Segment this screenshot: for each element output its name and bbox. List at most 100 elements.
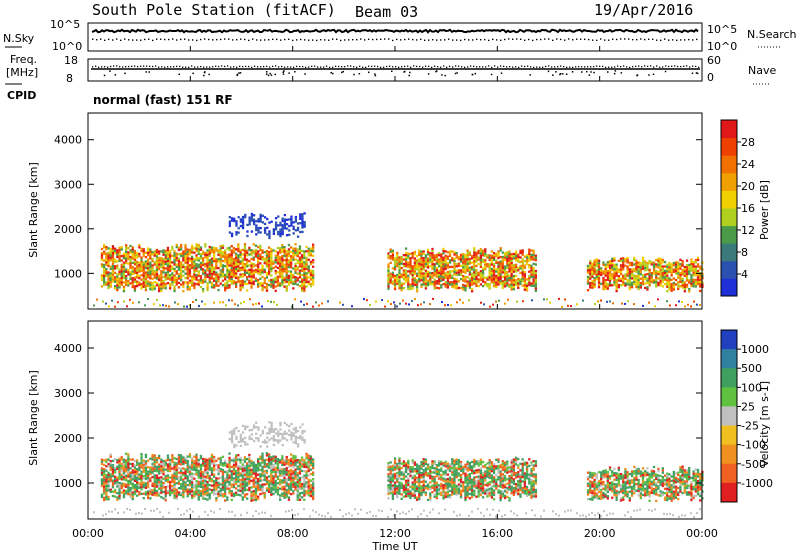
echo-cell bbox=[534, 276, 538, 279]
echo-cell bbox=[429, 282, 432, 286]
echo-cell bbox=[534, 272, 538, 275]
echo-cell bbox=[175, 252, 178, 255]
echo-cell bbox=[307, 280, 310, 283]
echo-cell bbox=[234, 491, 238, 494]
echo-cell bbox=[534, 280, 538, 284]
echo-cell bbox=[179, 279, 183, 282]
nave-point bbox=[179, 65, 181, 68]
echo-cell bbox=[576, 303, 578, 306]
echo-cell bbox=[437, 280, 441, 283]
echo-cell bbox=[153, 478, 156, 481]
echo-cell bbox=[118, 273, 121, 276]
echo-cell bbox=[153, 254, 156, 257]
echo-cell bbox=[208, 270, 211, 273]
echo-cell bbox=[589, 268, 592, 271]
echo-cell bbox=[681, 271, 684, 274]
nave-point bbox=[449, 65, 451, 67]
echo-cell bbox=[204, 303, 206, 306]
echo-cell bbox=[228, 470, 231, 473]
nsearch-point bbox=[476, 38, 478, 41]
echo-cell bbox=[166, 275, 170, 278]
echo-cell bbox=[124, 492, 128, 495]
echo-cell bbox=[470, 268, 474, 271]
echo-cell bbox=[146, 490, 150, 493]
echo-cell bbox=[696, 274, 700, 277]
echo-cell bbox=[228, 262, 231, 265]
echo-cell bbox=[168, 460, 172, 464]
echo-cell bbox=[265, 480, 269, 483]
nave-tick-low: 0 bbox=[707, 71, 714, 84]
echo-cell bbox=[644, 282, 647, 285]
echo-cell bbox=[492, 269, 496, 272]
echo-cell bbox=[193, 468, 196, 472]
echo-cell bbox=[455, 262, 458, 266]
nave-point bbox=[239, 65, 241, 68]
echo-cell bbox=[593, 279, 596, 282]
echo-cell bbox=[498, 299, 500, 302]
nave-point bbox=[668, 65, 670, 68]
echo-cell bbox=[131, 486, 134, 490]
nave-point bbox=[367, 71, 370, 74]
echo-cell bbox=[131, 279, 134, 282]
echo-cell bbox=[193, 466, 196, 469]
nsearch-point bbox=[356, 38, 358, 41]
echo-cell bbox=[199, 274, 203, 278]
echo-cell bbox=[175, 482, 178, 485]
echo-cell bbox=[248, 246, 251, 250]
echo-cell bbox=[261, 269, 264, 272]
echo-cell bbox=[285, 252, 288, 255]
echo-cell bbox=[694, 283, 697, 286]
echo-cell bbox=[602, 263, 605, 266]
echo-cell bbox=[521, 253, 524, 257]
echo-cell bbox=[166, 489, 170, 493]
echo-cell bbox=[109, 488, 112, 491]
echo-cell bbox=[151, 458, 154, 461]
echo-cell bbox=[250, 212, 254, 216]
echo-cell bbox=[609, 300, 611, 303]
echo-cell bbox=[468, 273, 472, 276]
echo-cell bbox=[186, 288, 189, 291]
echo-cell bbox=[398, 284, 401, 288]
echo-cell bbox=[267, 462, 271, 465]
echo-cell bbox=[127, 457, 130, 461]
echo-cell bbox=[149, 248, 152, 251]
echo-cell bbox=[534, 283, 538, 286]
echo-cell bbox=[186, 495, 189, 498]
nave-point bbox=[386, 65, 388, 68]
echo-cell bbox=[175, 243, 178, 247]
echo-cell bbox=[237, 265, 240, 268]
echo-cell bbox=[299, 213, 302, 216]
echo-cell bbox=[243, 467, 247, 470]
echo-cell bbox=[237, 245, 240, 248]
echo-cell bbox=[628, 263, 631, 267]
echo-cell bbox=[186, 250, 189, 253]
echo-cell bbox=[305, 267, 308, 271]
echo-cell bbox=[241, 220, 245, 223]
echo-cell bbox=[287, 281, 291, 284]
echo-cell bbox=[433, 287, 436, 290]
echo-cell bbox=[105, 476, 108, 479]
echo-cell bbox=[252, 465, 255, 469]
echo-cell bbox=[256, 482, 260, 485]
echo-cell bbox=[107, 489, 110, 492]
nave-point bbox=[203, 74, 205, 77]
echo-cell bbox=[497, 272, 500, 275]
echo-cell bbox=[492, 256, 496, 259]
echo-cell bbox=[473, 269, 476, 272]
echo-cell bbox=[294, 243, 297, 246]
echo-cell bbox=[228, 231, 232, 234]
echo-cell bbox=[475, 251, 478, 254]
echo-cell bbox=[228, 246, 231, 250]
echo-cell bbox=[265, 282, 269, 286]
echo-cell bbox=[160, 482, 163, 486]
echo-cell bbox=[270, 493, 273, 496]
echo-cell bbox=[131, 281, 134, 284]
echo-cell bbox=[184, 459, 187, 462]
echo-cell bbox=[118, 477, 121, 480]
echo-cell bbox=[263, 492, 266, 495]
echo-cell bbox=[657, 298, 659, 301]
echo-cell bbox=[451, 270, 454, 273]
echo-cell bbox=[241, 472, 244, 475]
echo-cell bbox=[407, 274, 410, 277]
echo-cell bbox=[256, 488, 260, 492]
